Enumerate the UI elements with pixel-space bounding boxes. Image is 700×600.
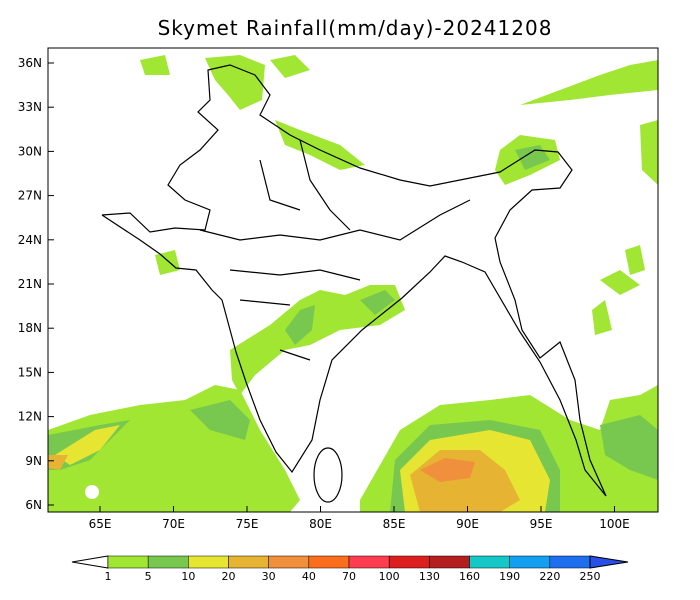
colorbar-segment bbox=[147, 555, 189, 569]
lon-label: 85E bbox=[383, 517, 406, 531]
colorbar-segment bbox=[549, 555, 591, 569]
colorbar-segment bbox=[228, 555, 269, 569]
lat-label: 6N bbox=[25, 498, 42, 512]
colorbar-label: 70 bbox=[342, 570, 356, 583]
colorbar-label: 220 bbox=[539, 570, 560, 583]
lat-label: 12N bbox=[18, 410, 42, 424]
colorbar-segment bbox=[268, 555, 310, 569]
colorbar-segment bbox=[107, 555, 149, 569]
colorbar-label: 10 bbox=[181, 570, 195, 583]
lat-label: 30N bbox=[18, 144, 42, 158]
colorbar-segment bbox=[188, 555, 229, 569]
colorbar-label: 1 bbox=[105, 570, 112, 583]
colorbar-min bbox=[71, 555, 109, 569]
lon-label: 100E bbox=[599, 517, 630, 531]
colorbar-segment bbox=[429, 555, 470, 569]
colorbar-segment bbox=[509, 555, 551, 569]
rainfall-fields bbox=[48, 48, 658, 512]
colorbar-label: 40 bbox=[302, 570, 316, 583]
lon-label: 65E bbox=[89, 517, 112, 531]
map-frame bbox=[47, 47, 659, 513]
longitude-axis: 65E 70E 75E 80E 85E 90E 95E 100E bbox=[89, 506, 630, 531]
colorbar-segment bbox=[388, 555, 430, 569]
colorbar-label: 250 bbox=[580, 570, 601, 583]
colorbar-label: 30 bbox=[262, 570, 276, 583]
lat-label: 18N bbox=[18, 321, 42, 335]
lat-label: 33N bbox=[18, 100, 42, 114]
lon-label: 70E bbox=[162, 517, 185, 531]
lon-label: 75E bbox=[236, 517, 259, 531]
colorbar-segment bbox=[469, 555, 510, 569]
lat-label: 9N bbox=[25, 454, 42, 468]
colorbar-label: 5 bbox=[145, 570, 152, 583]
colorbar-label: 20 bbox=[222, 570, 236, 583]
lon-label: 95E bbox=[530, 517, 553, 531]
colorbar-max bbox=[589, 555, 629, 569]
lon-label: 80E bbox=[309, 517, 332, 531]
colorbar-segment bbox=[308, 555, 350, 569]
colorbar: 1 5 10 20 30 40 70 100 130 160 190 220 250 bbox=[71, 555, 629, 583]
lat-label: 21N bbox=[18, 277, 42, 291]
colorbar-label: 130 bbox=[419, 570, 440, 583]
colorbar-label: 160 bbox=[459, 570, 480, 583]
lat-label: 15N bbox=[18, 365, 42, 379]
latitude-axis: 36N 33N 30N 27N 24N 21N 18N 15N 12N 9N 6N bbox=[18, 56, 54, 512]
lat-label: 24N bbox=[18, 233, 42, 247]
lat-label: 36N bbox=[18, 56, 42, 70]
colorbar-segment bbox=[348, 555, 390, 569]
map-title: Skymet Rainfall(mm/day)-20241208 bbox=[158, 16, 553, 40]
colorbar-label: 100 bbox=[379, 570, 400, 583]
colorbar-label: 190 bbox=[499, 570, 520, 583]
lat-label: 27N bbox=[18, 189, 42, 203]
lon-label: 90E bbox=[456, 517, 479, 531]
